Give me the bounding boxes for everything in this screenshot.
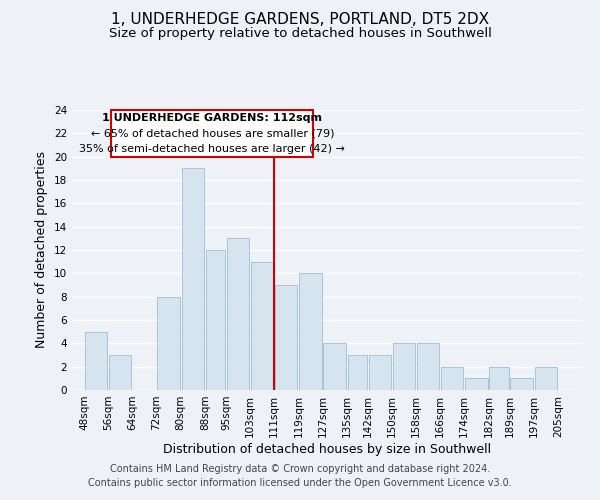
Text: 1 UNDERHEDGE GARDENS: 112sqm: 1 UNDERHEDGE GARDENS: 112sqm (103, 113, 322, 123)
Bar (441, 366, 463, 390)
Bar (368, 355, 391, 390)
Bar (465, 378, 488, 390)
Bar (347, 355, 367, 390)
Bar (182, 168, 204, 390)
Bar (109, 355, 131, 390)
FancyBboxPatch shape (111, 110, 313, 156)
Bar (299, 274, 322, 390)
Text: 35% of semi-detached houses are larger (42) →: 35% of semi-detached houses are larger (… (79, 144, 345, 154)
Y-axis label: Number of detached properties: Number of detached properties (35, 152, 49, 348)
Bar (206, 250, 225, 390)
Bar (535, 366, 557, 390)
Bar (251, 262, 273, 390)
Text: Size of property relative to detached houses in Southwell: Size of property relative to detached ho… (109, 28, 491, 40)
Bar (85, 332, 107, 390)
Bar (157, 296, 180, 390)
Bar (511, 378, 533, 390)
Text: 1, UNDERHEDGE GARDENS, PORTLAND, DT5 2DX: 1, UNDERHEDGE GARDENS, PORTLAND, DT5 2DX (111, 12, 489, 28)
X-axis label: Distribution of detached houses by size in Southwell: Distribution of detached houses by size … (163, 442, 491, 456)
Bar (275, 285, 298, 390)
Bar (417, 344, 439, 390)
Bar (323, 344, 346, 390)
Bar (393, 344, 415, 390)
Bar (490, 366, 509, 390)
Text: ← 65% of detached houses are smaller (79): ← 65% of detached houses are smaller (79… (91, 128, 334, 138)
Text: Contains HM Land Registry data © Crown copyright and database right 2024.
Contai: Contains HM Land Registry data © Crown c… (88, 464, 512, 487)
Bar (227, 238, 249, 390)
